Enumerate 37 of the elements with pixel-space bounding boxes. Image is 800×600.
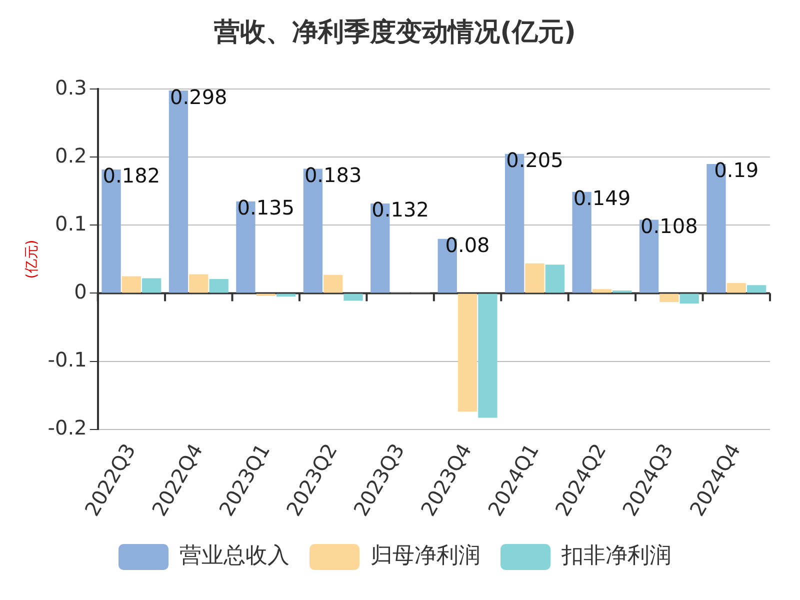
bar — [458, 294, 478, 412]
data-label: 0.08 — [445, 233, 490, 258]
chart-title: 营收、净利季度变动情况(亿元) — [213, 17, 576, 48]
bar — [142, 278, 162, 293]
y-tick-label: 0.2 — [55, 143, 87, 168]
y-axis-title: (亿元) — [24, 240, 40, 279]
bar — [344, 294, 363, 301]
data-label: 0.205 — [506, 148, 564, 172]
bar — [122, 276, 142, 293]
legend-label: 营业总收入 — [180, 544, 290, 569]
data-label: 0.19 — [714, 158, 759, 182]
bar — [189, 274, 208, 293]
bar — [726, 283, 746, 293]
data-label: 0.135 — [237, 196, 294, 220]
legend-label: 归母净利润 — [370, 544, 480, 569]
bar — [545, 264, 564, 293]
legend-label: 扣非净利润 — [560, 544, 672, 569]
data-label: 0.108 — [640, 214, 698, 238]
bar — [478, 294, 498, 418]
y-tick-label: -0.2 — [48, 415, 87, 440]
data-label: 0.182 — [102, 164, 160, 188]
bar — [746, 285, 766, 293]
bar — [209, 278, 228, 293]
data-label: 0.149 — [573, 186, 631, 210]
bar — [680, 294, 699, 304]
y-tick-label: 0.3 — [55, 75, 87, 100]
bar — [525, 263, 544, 293]
bar — [276, 294, 296, 297]
data-label: 0.298 — [170, 84, 228, 109]
bar — [324, 274, 343, 293]
bar — [660, 294, 679, 302]
y-tick-label: -0.1 — [48, 347, 87, 372]
y-tick-label: 0 — [74, 279, 87, 304]
y-tick-label: 0.1 — [55, 211, 87, 236]
bar — [592, 289, 612, 293]
data-label: 0.183 — [304, 162, 362, 187]
data-label: 0.132 — [372, 198, 429, 222]
